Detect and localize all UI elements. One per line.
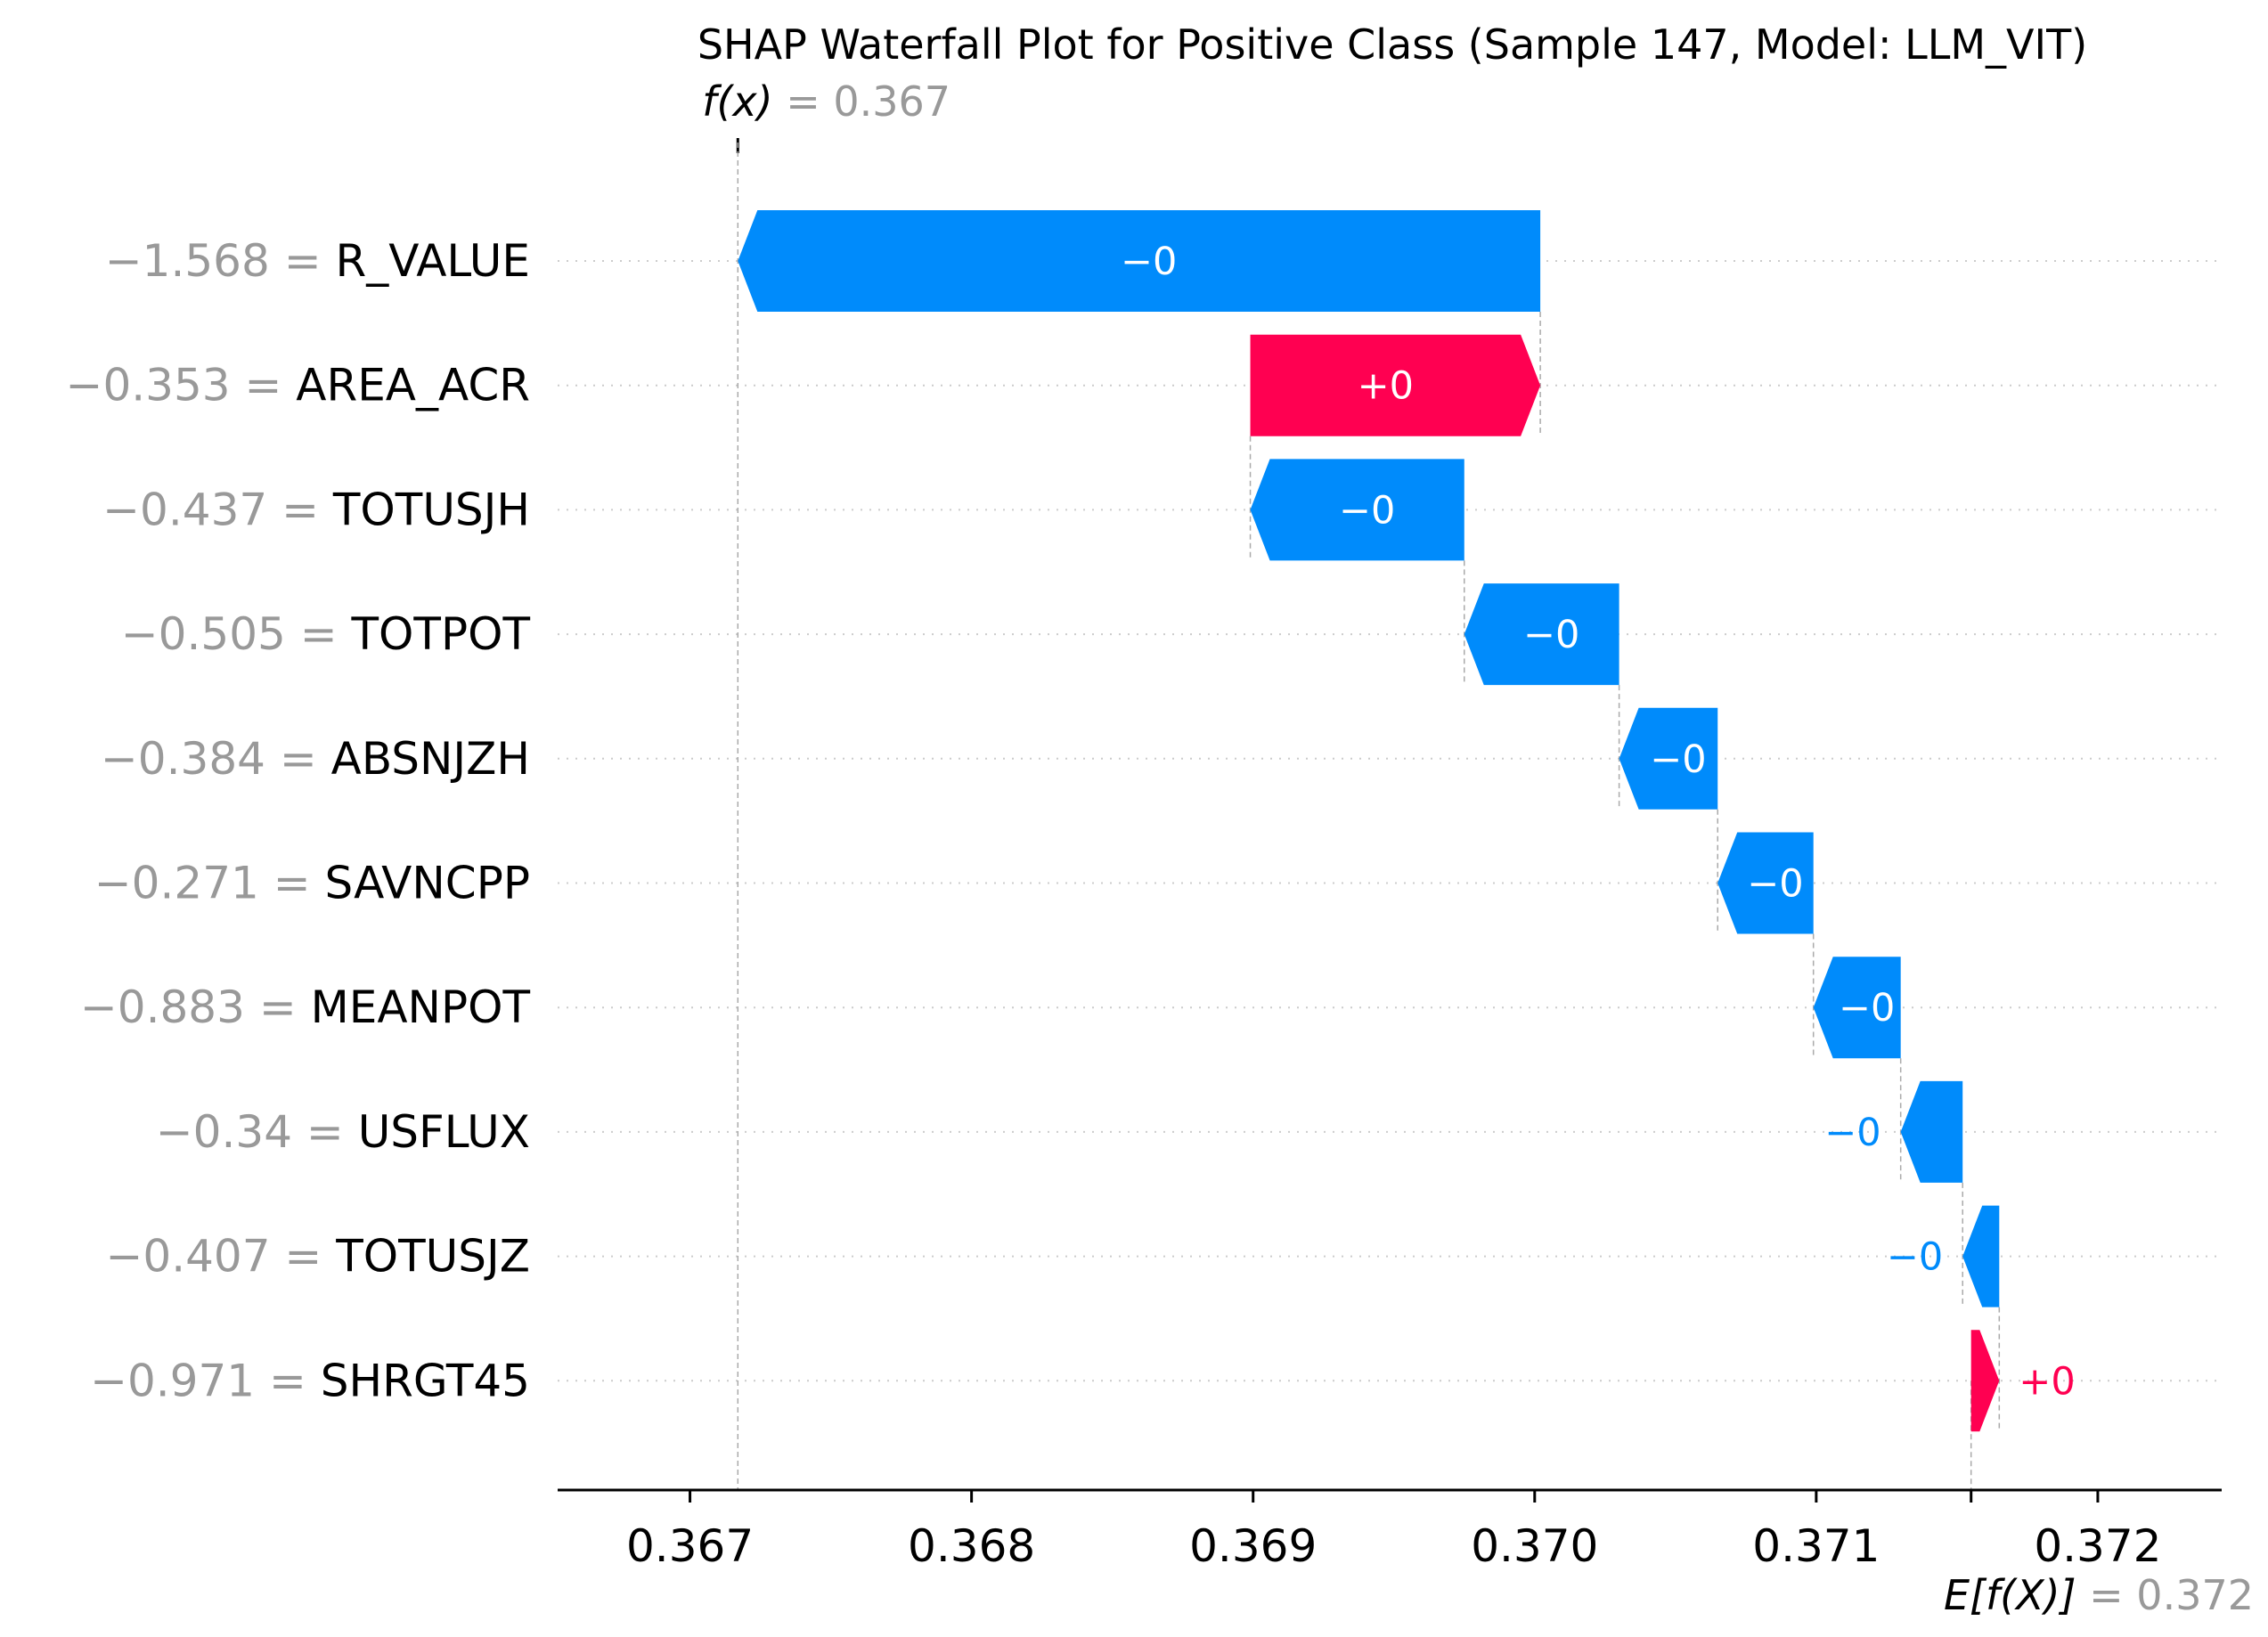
feature-value: −0.353 =	[66, 360, 297, 411]
feature-value: −0.384 =	[101, 733, 331, 785]
waterfall-bar-usflux	[1900, 1080, 1963, 1183]
fx-symbol: f(x)	[702, 77, 772, 126]
feature-value: −0.883 =	[80, 981, 311, 1033]
x-tick-label: 0.371	[1752, 1520, 1880, 1572]
x-tick-label: 0.370	[1471, 1520, 1598, 1572]
feature-label: −0.971 = SHRGT45	[90, 1355, 530, 1406]
feature-label: −0.271 = SAVNCPP	[94, 858, 530, 909]
feature-name: AREA_ACR	[296, 360, 530, 411]
x-tick-label: 0.369	[1189, 1520, 1317, 1572]
efx-label: E[f(X)] = 0.372	[1944, 1571, 2254, 1619]
waterfall-bar-totusjh	[1250, 459, 1464, 561]
feature-value: −0.407 =	[106, 1231, 337, 1283]
waterfall-bar-absnjzh	[1619, 707, 1718, 810]
feature-value: −0.505 =	[121, 608, 352, 660]
feature-value: −1.568 =	[105, 235, 336, 287]
feature-name: TOTPOT	[351, 608, 531, 660]
waterfall-bar-meanpot	[1813, 957, 1901, 1059]
fx-annotation: f(x) = 0.367	[702, 77, 950, 153]
bar-value-label: −0	[1523, 613, 1579, 657]
feature-value: −0.437 =	[102, 484, 333, 535]
feature-name: USFLUX	[358, 1106, 530, 1158]
feature-name: SAVNCPP	[325, 858, 531, 909]
feature-label: −0.34 = USFLUX	[156, 1106, 530, 1158]
bar-value-label: −0	[1121, 240, 1177, 284]
waterfall-bars: −0 +0 −0 −0 −0 −0 −0 −0 −0 +0	[738, 210, 2076, 1432]
x-tick-label: 0.367	[626, 1520, 754, 1572]
efx-symbol: E[f(X)]	[1944, 1571, 2076, 1619]
x-tick-label: 0.368	[908, 1520, 1035, 1572]
feature-label: −1.568 = R_VALUE	[105, 235, 530, 287]
feature-name: MEANPOT	[311, 981, 531, 1033]
feature-label: −0.407 = TOTUSJZ	[106, 1231, 531, 1283]
waterfall-bar-totusjz	[1962, 1205, 2000, 1307]
feature-value: −0.271 =	[94, 858, 325, 909]
feature-label: −0.505 = TOTPOT	[121, 608, 531, 660]
bar-value-label: −0	[1339, 488, 1395, 533]
bar-value-label: +0	[2019, 1359, 2075, 1404]
feature-label: −0.353 = AREA_ACR	[66, 360, 530, 411]
bar-connectors	[1249, 312, 2001, 1432]
waterfall-bar-shrgt45	[1970, 1330, 2000, 1432]
feature-name: SHRGT45	[321, 1355, 530, 1406]
feature-label: −0.384 = ABSNJZH	[101, 733, 530, 785]
feature-value: −0.971 =	[90, 1355, 321, 1406]
x-tick-label: 0.372	[2034, 1520, 2161, 1572]
x-axis: 0.367 0.368 0.369 0.370 0.371 0.372	[558, 1488, 2222, 1572]
bar-value-label: −0	[1839, 986, 1895, 1030]
feature-labels: −1.568 = R_VALUE −0.353 = AREA_ACR −0.437 …	[66, 235, 531, 1406]
feature-label: −0.883 = MEANPOT	[80, 981, 531, 1033]
waterfall-bar-savncpp	[1717, 832, 1814, 934]
fx-label: f(x) = 0.367	[702, 77, 950, 126]
bar-value-label: −0	[1887, 1235, 1943, 1280]
bar-value-label: −0	[1747, 862, 1803, 907]
feature-name: TOTUSJH	[332, 484, 530, 535]
feature-name: TOTUSJZ	[335, 1231, 530, 1283]
bar-value-label: −0	[1650, 737, 1706, 782]
feature-name: ABSNJZH	[331, 733, 530, 785]
waterfall-bar-r-value	[738, 210, 1541, 312]
waterfall-bar-totpot	[1464, 583, 1619, 686]
feature-value: −0.34 =	[156, 1106, 358, 1158]
feature-label: −0.437 = TOTUSJH	[102, 484, 530, 535]
efx-annotation: E[f(X)] = 0.372	[1944, 1490, 2254, 1619]
feature-name: R_VALUE	[335, 235, 530, 287]
efx-value: = 0.372	[2076, 1571, 2254, 1619]
chart-title: SHAP Waterfall Plot for Positive Class (…	[698, 20, 2087, 69]
bar-value-label: −0	[1824, 1111, 1880, 1155]
bar-value-label: +0	[1358, 364, 1414, 409]
fx-value: = 0.367	[773, 77, 950, 126]
waterfall-bar-area-acr	[1250, 334, 1541, 436]
